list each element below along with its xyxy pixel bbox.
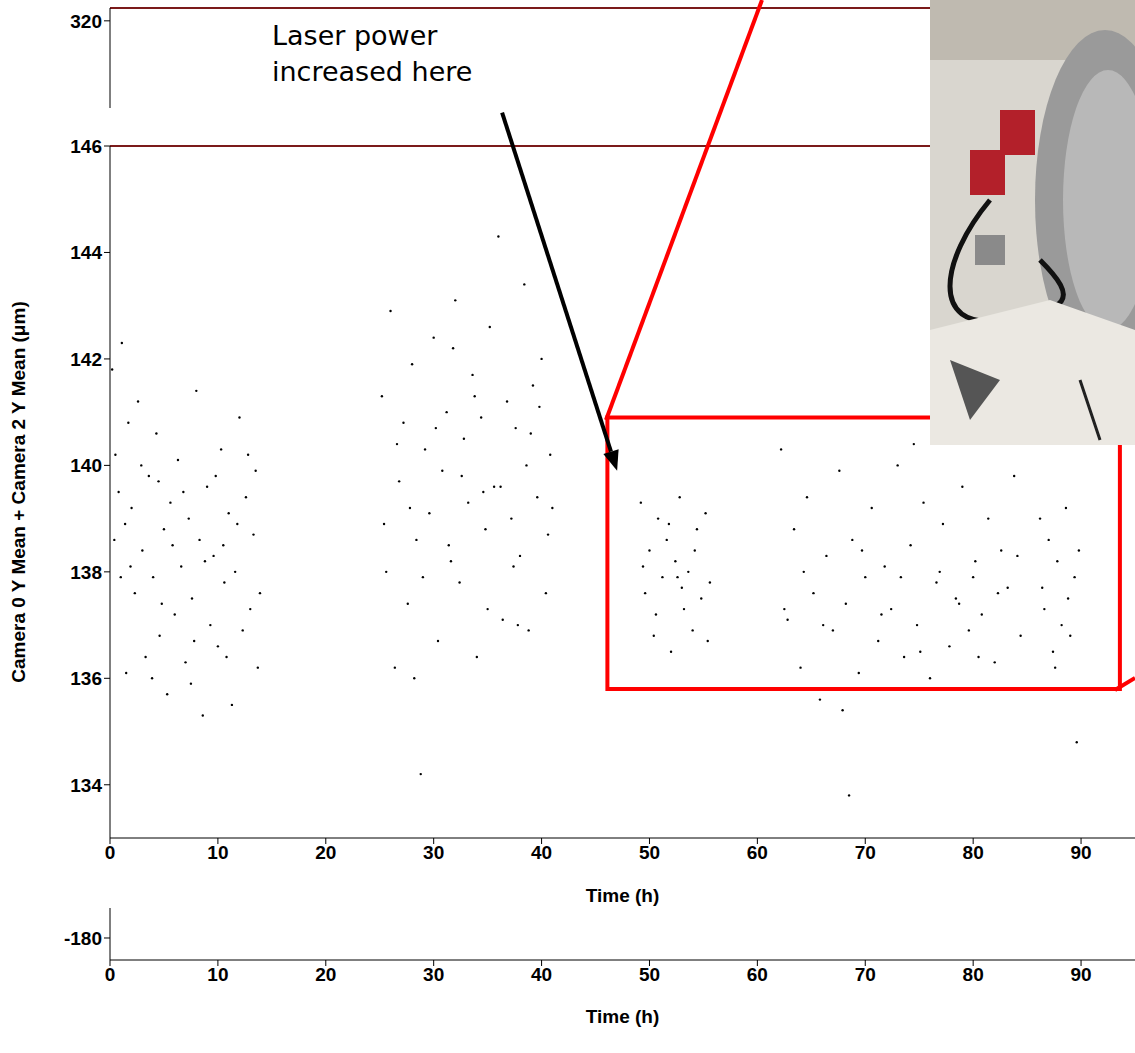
svg-text:90: 90 xyxy=(1070,964,1091,985)
svg-text:70: 70 xyxy=(855,842,876,863)
svg-text:Camera 0 Y Mean + Camera 2 Y M: Camera 0 Y Mean + Camera 2 Y Mean (μm) xyxy=(8,301,29,682)
svg-text:146: 146 xyxy=(70,136,102,157)
svg-text:60: 60 xyxy=(747,842,768,863)
svg-text:10: 10 xyxy=(207,964,228,985)
svg-text:30: 30 xyxy=(423,842,444,863)
svg-text:Time (h): Time (h) xyxy=(586,885,660,906)
svg-text:140: 140 xyxy=(70,455,102,476)
html-text:increased here: increased here xyxy=(272,56,473,87)
svg-text:50: 50 xyxy=(639,842,660,863)
svg-text:138: 138 xyxy=(70,562,102,583)
svg-text:30: 30 xyxy=(423,964,444,985)
html-text:Laser power: Laser power xyxy=(272,20,438,51)
svg-text:70: 70 xyxy=(855,964,876,985)
svg-text:Time (h): Time (h) xyxy=(586,1006,660,1027)
svg-text:-180: -180 xyxy=(64,928,102,949)
svg-text:90: 90 xyxy=(1070,842,1091,863)
svg-text:144: 144 xyxy=(70,242,102,263)
svg-text:50: 50 xyxy=(639,964,660,985)
svg-text:0: 0 xyxy=(105,964,116,985)
svg-text:40: 40 xyxy=(531,964,552,985)
svg-text:80: 80 xyxy=(963,964,984,985)
svg-text:40: 40 xyxy=(531,842,552,863)
svg-text:60: 60 xyxy=(747,964,768,985)
svg-text:320: 320 xyxy=(70,11,102,32)
svg-text:134: 134 xyxy=(70,775,102,796)
svg-text:20: 20 xyxy=(315,964,336,985)
svg-text:10: 10 xyxy=(207,842,228,863)
svg-text:142: 142 xyxy=(70,349,102,370)
svg-text:80: 80 xyxy=(963,842,984,863)
svg-text:20: 20 xyxy=(315,842,336,863)
svg-text:136: 136 xyxy=(70,668,102,689)
svg-text:0: 0 xyxy=(105,842,116,863)
